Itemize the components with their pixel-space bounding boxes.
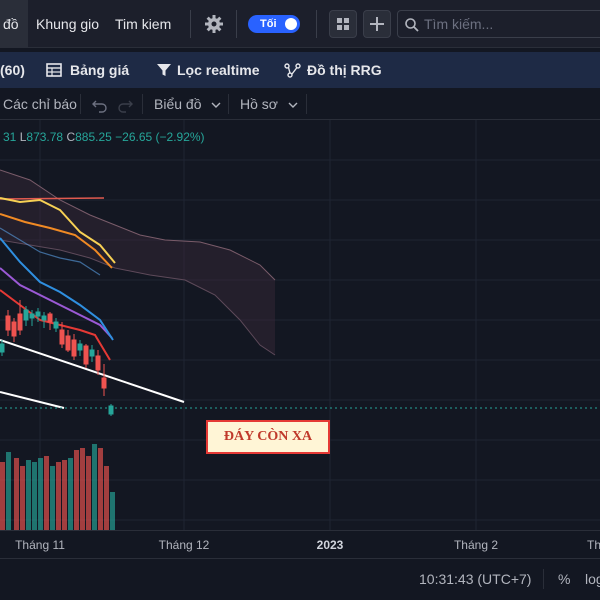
price-chart[interactable] — [0, 120, 600, 530]
undo-button[interactable] — [92, 88, 108, 120]
add-button[interactable] — [363, 10, 391, 38]
divider — [80, 94, 81, 114]
theme-toggle[interactable]: Tối — [248, 15, 300, 33]
nav-do-thi-rrg[interactable]: Đồ thị RRG — [284, 52, 394, 88]
tab-chart[interactable]: đồ — [0, 0, 28, 48]
nav-loc-realtime[interactable]: Lọc realtime — [156, 52, 276, 88]
chart-toolbar: Các chỉ báo Biểu đồ Hồ sơ — [0, 88, 600, 120]
bottom-bar: 10:31:43 (UTC+7) % log — [0, 558, 600, 600]
divider — [306, 94, 307, 114]
ohlc-close-key: C — [66, 130, 76, 144]
ma-lightblue — [0, 227, 101, 276]
toggle-knob — [285, 18, 297, 30]
divider — [316, 10, 317, 38]
profile-menu[interactable]: Hồ sơ — [240, 88, 298, 120]
nav-bang-gia[interactable]: Bảng giá — [46, 52, 156, 88]
x-tick: Tháng 11 — [15, 538, 65, 552]
log-scale-toggle[interactable]: log — [585, 571, 600, 587]
ma-blue — [0, 237, 114, 341]
divider — [543, 569, 544, 589]
profile-label: Hồ sơ — [240, 96, 278, 112]
indicators-button[interactable]: Các chỉ báo — [3, 96, 77, 112]
secondary-nav: (60) Bảng giá Lọc realtime Đồ — [0, 52, 600, 88]
nav-do-thi-rrg-label: Đồ thị RRG — [307, 62, 382, 78]
ma-yellow — [0, 197, 116, 264]
ohlc-prefix: 31 — [3, 130, 17, 144]
x-tick: Tháng 12 — [158, 538, 210, 552]
rrg-graph-icon — [284, 63, 301, 78]
cloud-line-upper — [0, 169, 276, 281]
ma-orange — [0, 213, 113, 269]
ohlc-change: −26.65 (−2.92%) — [115, 130, 205, 144]
volume-bars — [0, 444, 115, 530]
tab-khung-gio[interactable]: Khung gio — [36, 16, 100, 32]
theme-toggle-label: Tối — [260, 18, 277, 30]
redo-icon — [118, 100, 133, 113]
nav-bang-gia-label: Bảng giá — [70, 62, 130, 78]
symbol-interval-label: 60) — [4, 62, 25, 78]
chevron-down-icon — [288, 88, 298, 120]
clock[interactable]: 10:31:43 (UTC+7) — [419, 571, 532, 587]
redo-button[interactable] — [117, 88, 133, 120]
undo-icon — [92, 100, 107, 113]
filter-icon — [157, 64, 171, 76]
trendline-upper — [0, 339, 185, 403]
ohlc-low-key: L — [19, 130, 27, 144]
plus-icon — [370, 17, 384, 31]
x-tick: Th — [587, 538, 600, 552]
search-input[interactable] — [424, 14, 599, 34]
table-icon — [46, 63, 62, 77]
ichimoku-cloud — [0, 170, 275, 355]
divider — [236, 10, 237, 38]
ohlc-close-value: 885.25 — [75, 130, 112, 144]
chart-annotation-note[interactable]: ĐÁY CÒN XA — [206, 420, 330, 454]
ohlc-low-value: 873.78 — [26, 130, 64, 144]
trendline-lower — [0, 391, 65, 409]
tab-tim-kiem[interactable]: Tim kiem — [115, 16, 172, 32]
chart-type-label: Biểu đồ — [154, 96, 202, 112]
chevron-down-icon — [211, 88, 221, 120]
ma-purple — [0, 267, 113, 339]
chart-type-menu[interactable]: Biểu đồ — [154, 88, 221, 120]
nav-loc-realtime-label: Lọc realtime — [177, 62, 260, 78]
ohlc-legend: 31 L873.78 C885.25 −26.65 (−2.92%) — [3, 130, 205, 144]
x-tick: Tháng 2 — [453, 538, 499, 552]
grid-icon — [337, 18, 349, 30]
search-icon — [405, 18, 419, 32]
cloud-line-lower — [0, 239, 276, 356]
top-bar: đồ Khung gio Tim kiem — [0, 0, 600, 48]
candles — [0, 300, 114, 416]
search-box[interactable] — [397, 10, 600, 38]
gear-icon[interactable] — [204, 14, 224, 34]
divider — [190, 10, 191, 38]
divider — [142, 94, 143, 114]
layout-grid-button[interactable] — [329, 10, 357, 38]
x-tick: 2023 — [316, 538, 344, 552]
resistance-line — [0, 197, 105, 200]
x-axis[interactable]: Tháng 11 Tháng 12 2023 Tháng 2 Th — [0, 530, 600, 558]
divider — [228, 94, 229, 114]
percent-scale-toggle[interactable]: % — [558, 571, 571, 587]
